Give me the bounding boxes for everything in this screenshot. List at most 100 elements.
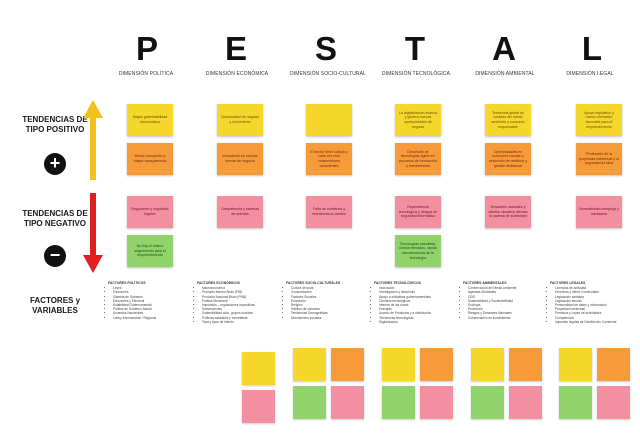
note-socio-cultural-positivo-1[interactable] [306, 104, 352, 136]
note-politica-negativo-1[interactable]: Regulación y requisitos legales [127, 196, 173, 228]
blank-sticky-note[interactable] [242, 352, 275, 385]
factor-item: Legislación sanitaria [555, 295, 632, 299]
note-tecnologica-positivo-1[interactable]: La digitalización avanza y genera nuevas… [395, 104, 441, 136]
note-ambiental-positivo-1[interactable]: Tendencia global de cuidado del medio am… [485, 104, 531, 136]
factor-item: Cambios tecnológicos [379, 299, 456, 303]
dimension-tecnologica: DIMENSIÓN TECNOLÓGICA [381, 71, 451, 77]
note-economica-positivo-2[interactable]: Innovación en nuevas formas de negocio [217, 143, 263, 175]
factor-item: Sostenibilidad y Sustentabilidad [468, 299, 545, 303]
factor-item: Macroeconomía [202, 286, 279, 290]
note-economica-negativo-1[interactable]: Competencia y barreras de entrada [217, 196, 263, 228]
factor-item: Conservación de ecosistemas [468, 316, 545, 320]
note-tecnologica-negativo-2[interactable]: Tecnologías obsoletas, costos elevados, … [395, 235, 441, 267]
factors-heading: FACTORES AMBIENTALES [463, 281, 507, 285]
factor-item: Acceso de Productos y a distribución [379, 311, 456, 315]
factors-label: FACTORES y VARIABLES [29, 296, 81, 315]
factor-item: Innovación [379, 286, 456, 290]
blank-sticky-note[interactable] [597, 348, 630, 381]
dimension-socio-cultural: DIMENSIÓN SOCIO-CULTURAL [290, 71, 366, 77]
blank-sticky-note[interactable] [382, 348, 415, 381]
note-tecnologica-negativo-1[interactable]: Dependencia tecnológica y riesgos de seg… [395, 196, 441, 228]
factors-heading: FACTORES TECNOLÓGICOS [374, 281, 421, 285]
note-politica-negativo-2[interactable]: No hay el mismo seguimiento para el empr… [127, 235, 173, 267]
factor-item: Impuesto legales de Distribución Comerci… [555, 320, 632, 324]
note-ambiental-positivo-2[interactable]: Oportunidades en economía circular y red… [485, 143, 531, 175]
factor-item: Licencias de actividad [555, 286, 632, 290]
note-ambiental-negativo-1[interactable]: Desastres naturales y cambio climático a… [485, 196, 531, 228]
factor-item: Movimientos sociales [291, 316, 368, 320]
factors-socio-culturales: FACTORES SOCIO-CULTURALES Cultura del pa… [286, 281, 368, 320]
note-socio-cultural-positivo-2[interactable]: El sector tiene cultura y cada vez más c… [306, 143, 352, 175]
blank-sticky-note[interactable] [509, 386, 542, 419]
factor-item: Acuerdos Nacionales [113, 311, 190, 315]
plus-icon: + [44, 153, 66, 175]
factor-item: Leyes [113, 286, 190, 290]
blank-sticky-note[interactable] [471, 386, 504, 419]
blank-sticky-note[interactable] [509, 348, 542, 381]
factor-item: Sostenibilidad ciclo, grupos sociales [202, 311, 279, 315]
factor-item: Riesgos y Desastres Naturales [468, 311, 545, 315]
factor-item: Elecciones [113, 290, 190, 294]
factors-economicos: FACTORES ECONÓMICOS Macroeconomía Produc… [197, 281, 279, 324]
letter-s: S [314, 30, 337, 67]
blank-sticky-note[interactable] [331, 348, 364, 381]
blank-sticky-note[interactable] [242, 390, 275, 423]
factor-item: ODS [468, 295, 545, 299]
note-politica-positivo-2[interactable]: Menor corrupción y mayor transparencia [127, 143, 173, 175]
factor-item: Hábitos de consumo [291, 307, 368, 311]
factors-ambientales: FACTORES AMBIENTALES Conservación del Me… [463, 281, 545, 320]
blank-sticky-note[interactable] [293, 386, 326, 419]
factor-item: Producto Nacional Bruto (PNB) [202, 295, 279, 299]
factor-item: Religión [291, 303, 368, 307]
factor-item: Producto Interno Bruto (PIB) [202, 290, 279, 294]
factor-item: Apoyo a iniciativas gubernamentales [379, 295, 456, 299]
factors-politicos: FACTORES POLÍTICOS Leyes Elecciones Sist… [108, 281, 190, 320]
factors-heading: FACTORES POLÍTICOS [108, 281, 146, 285]
factor-item: Sistema de Gobierno [113, 295, 190, 299]
note-legal-positivo-2[interactable]: Protección de la propiedad intelectual y… [576, 143, 622, 175]
positive-trends-label: TENDENCIAS DE TIPO POSITIVO [22, 115, 88, 134]
letter-t: T [404, 30, 426, 67]
dimension-legal: DIMENSIÓN LEGAL [566, 71, 614, 77]
letter-e: E [224, 30, 247, 67]
factors-tecnologicos: FACTORES TECNOLÓGICOS Innovación Investi… [374, 281, 456, 324]
factor-item: Protección [468, 307, 545, 311]
negative-trends-label: TENDENCIAS DE TIPO NEGATIVO [22, 209, 88, 228]
factor-item: Energías [379, 307, 456, 311]
blank-sticky-note[interactable] [559, 386, 592, 419]
blank-sticky-note[interactable] [293, 348, 326, 381]
factor-item: Agendas Mundiales [468, 290, 545, 294]
blank-sticky-note[interactable] [420, 386, 453, 419]
factor-item: Subvenciones [202, 307, 279, 311]
blank-sticky-note[interactable] [331, 386, 364, 419]
factor-item: Digitalización [379, 320, 456, 324]
down-arrow-icon [83, 193, 103, 273]
blank-sticky-note[interactable] [559, 348, 592, 381]
note-politica-positivo-1[interactable]: Mayor gobernabilidad democrática [127, 104, 173, 136]
factor-item: Políticas salariales y monetarias [202, 316, 279, 320]
factor-item: Educación [291, 299, 368, 303]
factor-item: Política Monetaria [202, 299, 279, 303]
blank-sticky-note[interactable] [471, 348, 504, 381]
dimension-economica: DIMENSIÓN ECONÓMICA [205, 71, 269, 77]
factor-item: Derechos y deber Comerciales [555, 290, 632, 294]
blank-sticky-note[interactable] [382, 386, 415, 419]
note-legal-negativo-1[interactable]: Normatividad compleja y cambiante [576, 196, 622, 228]
dimension-politica: DIMENSIÓN POLÍTICA [118, 71, 174, 77]
blank-sticky-note[interactable] [420, 348, 453, 381]
note-legal-positivo-1[interactable]: Apoyo legislativo y marco normativo favo… [576, 104, 622, 136]
factor-item: Impuestos – regulaciones impositivas [202, 303, 279, 307]
factor-item: Elecciones y Electoral [113, 299, 190, 303]
letter-l: L [581, 30, 603, 67]
factor-item: Permisos y Leyes de actividades [555, 311, 632, 315]
note-tecnologica-positivo-2[interactable]: Desarrollo de tecnologías ágiles en proc… [395, 143, 441, 175]
blank-sticky-note[interactable] [597, 386, 630, 419]
factor-item: Internet de las cosas [379, 303, 456, 307]
note-economica-positivo-1[interactable]: Oportunidad de negocio y crecimiento [217, 104, 263, 136]
factor-item: Propiedad Intelectual [555, 307, 632, 311]
factors-heading: FACTORES ECONÓMICOS [197, 281, 240, 285]
note-socio-cultural-negativo-1[interactable]: Falta de confianza y resistencia al camb… [306, 196, 352, 228]
letter-a: A [492, 30, 516, 67]
factor-item: Personalidad de datos y información [555, 303, 632, 307]
factors-heading: FACTORES LEGALES [550, 281, 586, 285]
